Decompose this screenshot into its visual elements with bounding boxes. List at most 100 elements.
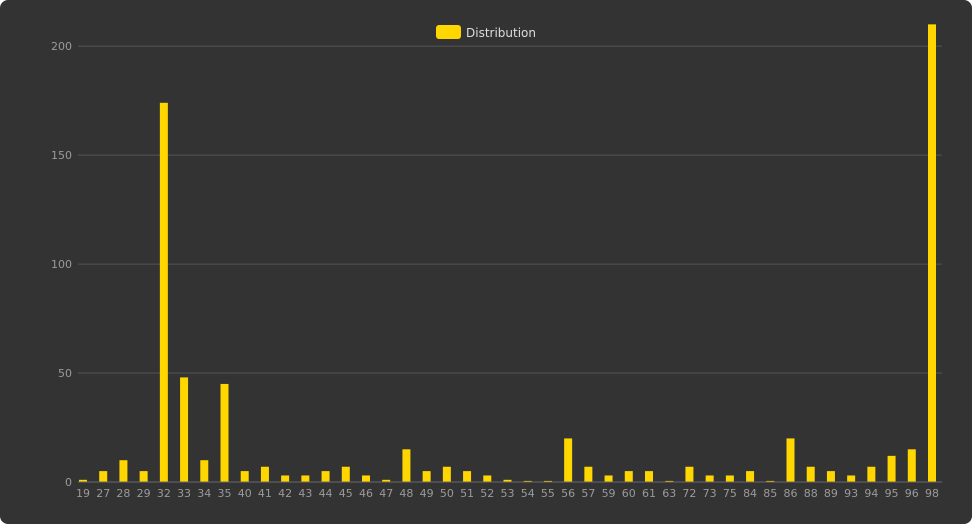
x-tick-label: 42 [278, 487, 292, 500]
legend[interactable]: Distribution [436, 25, 536, 40]
y-tick-label: 200 [51, 40, 72, 53]
x-tick-label: 48 [399, 487, 413, 500]
x-tick-label: 96 [905, 487, 919, 500]
bar-60[interactable] [624, 471, 633, 482]
x-tick-label: 35 [218, 487, 232, 500]
y-axis: 0 50 100 150 200 [51, 40, 72, 489]
bar-96[interactable] [907, 449, 916, 482]
x-tick-label: 86 [784, 487, 798, 500]
bar-75[interactable] [725, 475, 734, 482]
grid [78, 45, 942, 483]
x-tick-label: 43 [298, 487, 312, 500]
x-tick-label: 52 [480, 487, 494, 500]
y-tick-label: 100 [51, 258, 72, 271]
x-tick-label: 51 [460, 487, 474, 500]
bar-95[interactable] [887, 455, 896, 482]
bar-34[interactable] [200, 460, 209, 482]
x-tick-label: 29 [137, 487, 151, 500]
bar-28[interactable] [119, 460, 128, 482]
bar-40[interactable] [240, 471, 249, 482]
bar-86[interactable] [786, 438, 795, 482]
x-tick-label: 55 [541, 487, 555, 500]
x-tick-label: 34 [197, 487, 211, 500]
x-tick-label: 59 [602, 487, 616, 500]
x-tick-label: 61 [642, 487, 656, 500]
bar-84[interactable] [746, 471, 755, 482]
x-tick-label: 40 [238, 487, 252, 500]
x-tick-label: 33 [177, 487, 191, 500]
bar-49[interactable] [422, 471, 431, 482]
bar-85[interactable] [766, 480, 775, 482]
x-tick-label: 60 [622, 487, 636, 500]
x-tick-label: 95 [885, 487, 899, 500]
bar-29[interactable] [139, 471, 148, 482]
bar-72[interactable] [685, 466, 694, 482]
bar-33[interactable] [180, 377, 189, 482]
bar-53[interactable] [503, 479, 512, 482]
x-tick-label: 49 [420, 487, 434, 500]
bar-55[interactable] [543, 480, 552, 482]
bar-59[interactable] [604, 475, 613, 482]
x-tick-label: 41 [258, 487, 272, 500]
bar-50[interactable] [442, 466, 451, 482]
y-tick-label: 50 [58, 367, 72, 380]
x-tick-label: 56 [561, 487, 575, 500]
bar-32[interactable] [159, 102, 168, 483]
x-tick-label: 53 [501, 487, 515, 500]
bar-44[interactable] [321, 471, 330, 482]
bar-42[interactable] [281, 475, 290, 482]
x-tick-label: 73 [703, 487, 717, 500]
bar-46[interactable] [362, 475, 370, 482]
bar-93[interactable] [847, 475, 856, 482]
bar-27[interactable] [99, 471, 108, 482]
x-tick-label: 85 [763, 487, 777, 500]
bar-98[interactable] [928, 24, 936, 482]
x-tick-label: 63 [662, 487, 676, 500]
bars [79, 24, 936, 483]
bar-54[interactable] [523, 480, 532, 482]
bar-41[interactable] [260, 466, 269, 482]
x-tick-label: 46 [359, 487, 373, 500]
x-axis: 19 27 28 29 32 33 34 35 40 41 42 43 44 45 46 47 48 49 50 51… [76, 481, 942, 500]
x-tick-label: 93 [844, 487, 858, 500]
bar-63[interactable] [665, 480, 674, 482]
x-tick-label: 44 [319, 487, 333, 500]
y-tick-label: 150 [51, 149, 72, 162]
bar-51[interactable] [463, 471, 472, 482]
x-tick-label: 98 [925, 487, 939, 500]
x-tick-label: 94 [864, 487, 878, 500]
x-tick-label: 75 [723, 487, 737, 500]
bar-19[interactable] [79, 479, 87, 482]
bar-45[interactable] [341, 466, 350, 482]
x-tick-label: 28 [116, 487, 130, 500]
bar-35[interactable] [220, 383, 229, 482]
bar-57[interactable] [584, 466, 593, 482]
y-tick-label: 0 [65, 476, 72, 489]
bar-73[interactable] [705, 475, 714, 482]
x-tick-label: 47 [379, 487, 393, 500]
legend-swatch [436, 25, 461, 39]
bar-47[interactable] [382, 479, 391, 482]
legend-label: Distribution [466, 26, 536, 40]
bar-48[interactable] [402, 449, 411, 482]
x-tick-label: 72 [682, 487, 696, 500]
x-tick-label: 45 [339, 487, 353, 500]
x-tick-label: 19 [76, 487, 90, 500]
x-tick-label: 89 [824, 487, 838, 500]
x-tick-label: 27 [96, 487, 110, 500]
bar-61[interactable] [645, 471, 653, 482]
x-tick-label: 32 [157, 487, 171, 500]
x-tick-label: 88 [804, 487, 818, 500]
bar-94[interactable] [867, 466, 876, 482]
x-tick-label: 54 [521, 487, 535, 500]
x-tick-label: 50 [440, 487, 454, 500]
bar-88[interactable] [806, 466, 815, 482]
bar-56[interactable] [564, 438, 573, 482]
bar-43[interactable] [301, 475, 310, 482]
x-tick-label: 84 [743, 487, 757, 500]
bar-52[interactable] [483, 475, 492, 482]
bar-89[interactable] [826, 471, 835, 482]
x-tick-label: 57 [581, 487, 595, 500]
